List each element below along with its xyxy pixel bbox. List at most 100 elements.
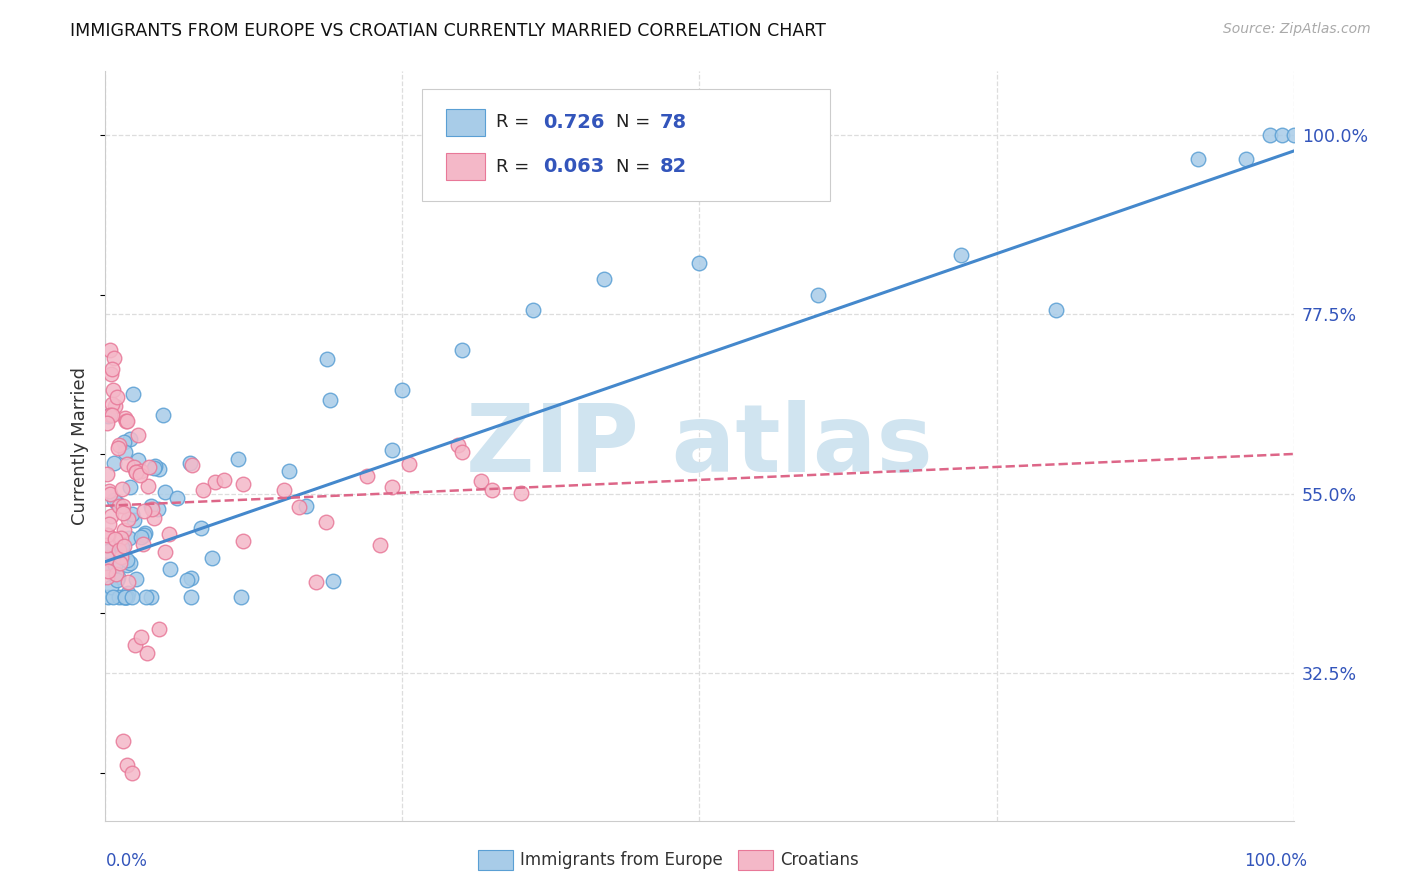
Point (97, 483, 120, 498)
Point (447, 438, 470, 452)
Point (117, 553, 139, 567)
Point (105, 390, 128, 404)
Point (159, 562, 181, 576)
Point (180, 571, 202, 585)
Point (128, 467, 150, 482)
Point (148, 623, 170, 637)
Text: 82: 82 (659, 157, 686, 177)
Point (110, 531, 132, 545)
Point (97, 517, 120, 532)
Point (381, 480, 404, 494)
Point (111, 506, 134, 520)
Point (125, 466, 148, 480)
Point (104, 533, 127, 547)
Point (96, 528, 118, 542)
Point (115, 757, 138, 772)
Point (157, 527, 180, 541)
Point (97, 591, 120, 605)
Point (356, 469, 378, 483)
Point (111, 540, 134, 554)
Point (114, 591, 136, 605)
Point (201, 551, 224, 566)
Point (141, 502, 163, 516)
Point (124, 638, 146, 652)
Point (112, 539, 135, 553)
Point (96, 550, 118, 565)
Point (107, 441, 129, 455)
Point (114, 591, 136, 605)
Point (96, 570, 118, 584)
Point (114, 435, 136, 450)
Point (129, 464, 152, 478)
Point (105, 496, 128, 510)
Point (226, 452, 249, 467)
Point (115, 457, 138, 471)
Point (166, 491, 188, 505)
Point (111, 482, 134, 496)
Point (117, 574, 139, 589)
Point (132, 528, 155, 542)
Point (112, 524, 135, 538)
Point (117, 531, 139, 545)
Text: N =: N = (616, 158, 655, 176)
Point (115, 591, 138, 605)
Point (689, 255, 711, 269)
Point (115, 414, 138, 428)
Text: N =: N = (616, 113, 655, 131)
Point (117, 585, 139, 599)
Point (134, 526, 156, 541)
Text: 0.0%: 0.0% (105, 852, 148, 870)
Y-axis label: Currently Married: Currently Married (72, 367, 90, 525)
Point (98, 343, 121, 358)
Text: R =: R = (496, 113, 536, 131)
Point (152, 408, 174, 422)
Point (179, 457, 201, 471)
Point (101, 383, 124, 397)
Point (125, 572, 148, 586)
Point (273, 483, 295, 498)
Point (108, 499, 131, 513)
Point (143, 511, 166, 525)
Point (136, 479, 159, 493)
Point (190, 521, 212, 535)
Point (122, 387, 145, 401)
Point (120, 479, 142, 493)
Point (118, 556, 141, 570)
Point (593, 271, 616, 285)
Point (1258, 128, 1281, 142)
Point (305, 574, 328, 589)
Point (294, 499, 316, 513)
Point (96, 416, 118, 430)
Point (146, 501, 169, 516)
Text: Immigrants from Europe: Immigrants from Europe (520, 851, 723, 869)
Point (481, 483, 503, 498)
Point (117, 511, 139, 525)
Point (112, 734, 135, 748)
Point (180, 591, 202, 605)
Point (288, 500, 311, 514)
Point (522, 303, 544, 318)
Point (98, 487, 121, 501)
Point (176, 574, 198, 588)
Point (100, 580, 122, 594)
Point (111, 549, 134, 563)
Point (117, 413, 139, 427)
Text: ZIP atlas: ZIP atlas (467, 400, 932, 492)
Point (398, 457, 420, 471)
Point (368, 538, 391, 552)
Point (450, 343, 472, 358)
Point (1234, 152, 1257, 166)
Text: 100.0%: 100.0% (1244, 852, 1308, 870)
Text: R =: R = (496, 158, 536, 176)
Point (97, 528, 120, 542)
Text: Source: ZipAtlas.com: Source: ZipAtlas.com (1223, 22, 1371, 37)
Point (103, 492, 125, 507)
Point (125, 465, 148, 479)
Point (101, 591, 124, 605)
Point (101, 361, 124, 376)
Point (97, 543, 120, 558)
Point (121, 591, 143, 605)
Point (104, 558, 127, 573)
Point (114, 410, 136, 425)
Text: 0.726: 0.726 (543, 112, 605, 132)
